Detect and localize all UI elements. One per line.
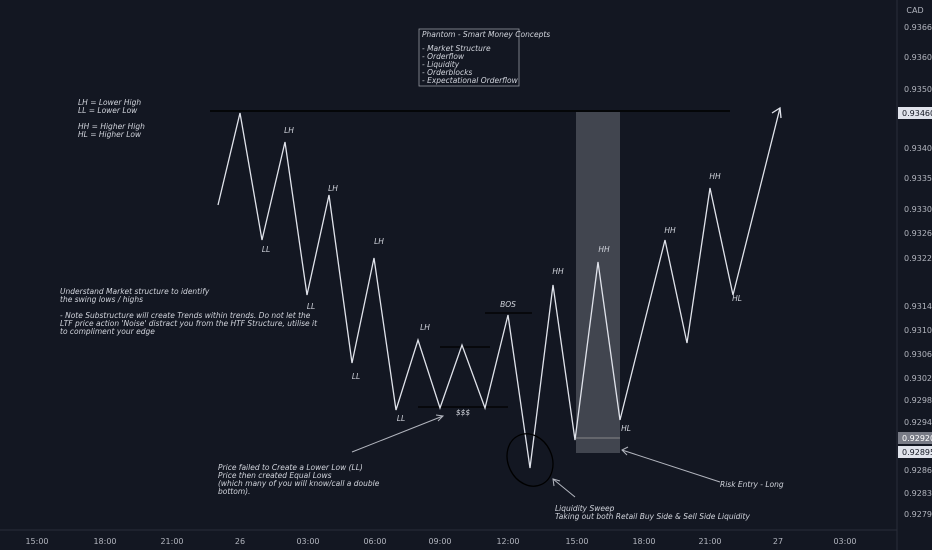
info-box <box>418 28 520 87</box>
price-highlight <box>898 446 932 458</box>
info-item: - Orderflow <box>422 52 465 61</box>
note-line: Liquidity Sweep <box>555 504 615 513</box>
time-label: 18:00 <box>632 537 655 546</box>
time-label: 15:00 <box>565 537 588 546</box>
swing-label: LL <box>352 372 360 381</box>
time-label: 27 <box>773 537 783 546</box>
orderblock-zone <box>576 112 620 453</box>
legend-item: HH = Higher High <box>78 122 145 131</box>
price-label: 0.93460 <box>902 109 932 118</box>
time-label: 09:00 <box>428 537 451 546</box>
time-label: 26 <box>235 537 245 546</box>
info-item: - Liquidity <box>422 60 460 69</box>
info-title: Phantom - Smart Money Concepts <box>422 30 550 39</box>
note-line: Price failed to Create a Lower Low (LL) <box>218 463 363 472</box>
note-line: - Note Substructure will create Trends w… <box>60 311 311 320</box>
swing-label: HH <box>709 172 721 181</box>
currency: CAD <box>906 6 923 15</box>
swing-label: LL <box>397 414 405 423</box>
swing-label: LH <box>374 237 384 246</box>
price-label: 0.92895 <box>902 448 932 457</box>
price-label: 0.92865 <box>904 466 932 475</box>
price-path <box>217 107 781 469</box>
arrow <box>351 415 444 453</box>
swing-label: LL <box>262 245 270 254</box>
arrow <box>552 478 576 498</box>
note-line: LTF price action 'Noise' distract you fr… <box>60 319 318 328</box>
swing-label: HH <box>598 245 610 254</box>
price-label: 0.92920 <box>902 434 932 443</box>
arrow-head <box>771 106 782 119</box>
note-line: (which many of you will know/call a doub… <box>218 479 380 488</box>
info-item: - Expectational Orderflow <box>422 76 519 85</box>
legend-item: HL = Higher Low <box>78 130 142 139</box>
price-highlight <box>898 107 932 119</box>
note-line: Understand Market structure to identify <box>60 287 210 296</box>
arrow-head <box>621 446 629 456</box>
time-label: 18:00 <box>93 537 116 546</box>
note-line: to compliment your edge <box>60 327 155 336</box>
note-line: the swing lows / highs <box>60 295 143 304</box>
arrow-head <box>435 414 445 422</box>
time-label: 03:00 <box>296 537 319 546</box>
swing-label: $$$ <box>456 408 471 417</box>
legend-item: LH = Lower High <box>78 98 141 107</box>
swing-label: BOS <box>500 300 516 309</box>
legend-item: LL = Lower Low <box>78 106 138 115</box>
arrow-head <box>552 478 561 487</box>
sweep-circle <box>506 433 554 487</box>
info-item: - Orderblocks <box>422 68 472 77</box>
swing-label: LH <box>284 126 294 135</box>
swing-label: HH <box>664 226 676 235</box>
time-label: 12:00 <box>496 537 519 546</box>
swing-label: LH <box>420 323 430 332</box>
swing-label: HL <box>732 294 742 303</box>
time-label: 21:00 <box>160 537 183 546</box>
arrow <box>621 449 721 483</box>
swing-label: HL <box>621 424 631 433</box>
time-label: 06:00 <box>363 537 386 546</box>
note-line: bottom). <box>218 487 250 496</box>
note-line: Risk Entry - Long <box>720 480 784 489</box>
swing-label: LH <box>328 184 338 193</box>
price-highlight <box>898 432 932 444</box>
swing-label: LL <box>307 302 315 311</box>
info-item: - Market Structure <box>422 44 491 53</box>
time-label: 15:00 <box>25 537 48 546</box>
price-label: 0.92795 <box>904 510 932 519</box>
note-line: Taking out both Retail Buy Side & Sell S… <box>555 512 750 521</box>
time-label: 03:00 <box>833 537 856 546</box>
swing-label: HH <box>552 267 564 276</box>
time-label: 21:00 <box>698 537 721 546</box>
note-line: Price then created Equal Lows <box>218 471 332 480</box>
